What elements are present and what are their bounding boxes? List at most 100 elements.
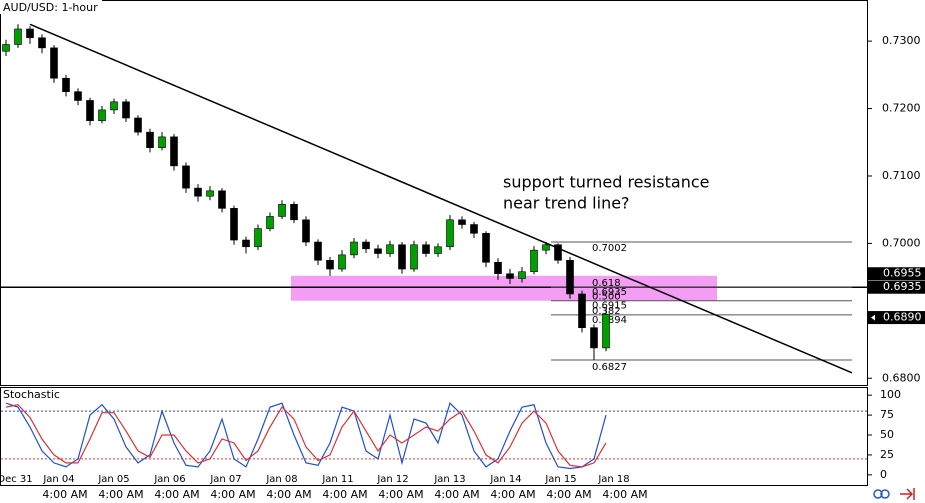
x-time-label: 4:00 AM — [98, 488, 143, 501]
candle-body — [170, 136, 178, 167]
candle-body — [38, 37, 46, 49]
candle-body — [554, 244, 562, 261]
stoch-line — [5, 402, 607, 470]
candle-body — [14, 28, 22, 45]
candle-body — [410, 244, 418, 270]
toolbar-icons[interactable] — [873, 488, 915, 500]
price-marker-label: 0.6935 — [883, 280, 922, 293]
candle-body — [362, 241, 370, 250]
candle-body — [50, 47, 58, 79]
candle-body — [206, 190, 214, 197]
candle-body — [302, 219, 310, 243]
candle-body — [242, 239, 250, 248]
candle-body — [194, 187, 202, 197]
x-date-label: Jan 11 — [321, 474, 353, 485]
fib-ratio: 0.618 — [592, 278, 621, 289]
fib-label: 0.7002 — [592, 243, 627, 254]
candle-body — [86, 100, 94, 121]
y-tick-label: 25 — [880, 448, 894, 461]
x-time-label: 4:00 AM — [434, 488, 479, 501]
candle-body — [542, 244, 550, 251]
stochastic-panel — [0, 387, 868, 486]
candle-body — [182, 165, 190, 189]
scroll-icon[interactable] — [900, 488, 915, 500]
y-tick-label: 0.7000 — [882, 236, 921, 249]
x-time-label: 4:00 AM — [322, 488, 367, 501]
x-time-label: 4:00 AM — [154, 488, 199, 501]
candle-body — [98, 109, 106, 121]
y-tick-label: 50 — [880, 428, 894, 441]
trend-line — [29, 23, 853, 374]
candle-body — [422, 244, 430, 254]
x-time-label: 4:00 AM — [210, 488, 255, 501]
annotation: support turned resistance — [503, 173, 710, 192]
candle-body — [134, 117, 142, 133]
candle-body — [434, 246, 442, 254]
candle-body — [482, 232, 490, 263]
candle-body — [506, 273, 514, 279]
candle-body — [446, 219, 454, 248]
candle-body — [578, 293, 586, 328]
candle-body — [26, 28, 34, 39]
candle-body — [314, 241, 322, 261]
candle-body — [530, 249, 538, 273]
fib-label: 0.6935 — [592, 287, 627, 298]
candle-body — [122, 101, 130, 119]
x-date-label: Jan 14 — [489, 474, 521, 485]
chart-title: AUD/USD: 1-hour — [3, 1, 98, 14]
price-marker-label: 0.6955 — [883, 267, 922, 280]
stochastic-title: Stochastic — [3, 388, 60, 401]
x-time-label: 4:00 AM — [42, 488, 87, 501]
link-icon[interactable] — [873, 489, 883, 499]
candle-body — [62, 77, 70, 92]
candle-body — [110, 101, 118, 111]
candle-body — [254, 228, 262, 248]
resistance-zone — [291, 275, 717, 301]
candle-body — [602, 313, 610, 349]
candle-body — [590, 327, 598, 349]
stoch-line — [5, 404, 607, 468]
y-tick-label: 75 — [880, 408, 894, 421]
candle-body — [374, 248, 382, 254]
candle-body — [494, 261, 502, 275]
y-tick-label: 0.7200 — [882, 102, 921, 115]
x-time-label: 4:00 AM — [546, 488, 591, 501]
candle-body — [146, 131, 154, 148]
title-bg — [0, 0, 102, 14]
price-arrow — [871, 314, 875, 321]
link-icon[interactable] — [880, 489, 890, 499]
x-time-label: 4:00 AM — [602, 488, 647, 501]
x-date-label: Jan 15 — [544, 474, 576, 485]
y-tick-label: 100 — [880, 388, 901, 401]
fib-label: 0.6827 — [592, 362, 627, 373]
candle-body — [458, 219, 466, 225]
candle-body — [326, 259, 334, 270]
candle-body — [518, 271, 526, 279]
candle-body — [566, 259, 574, 295]
price-marker — [868, 311, 925, 325]
price-panel — [0, 0, 868, 386]
price-marker-label: 0.6890 — [883, 311, 922, 324]
price-marker — [868, 267, 925, 281]
price-marker — [868, 280, 925, 294]
x-date-label: Jan 05 — [97, 474, 129, 485]
x-date-label: Jan 07 — [209, 474, 241, 485]
candle-body — [470, 224, 478, 234]
fib-ratio: 0.500 — [592, 292, 621, 303]
y-tick-label: 0 — [880, 468, 887, 481]
candle-body — [398, 244, 406, 270]
candle-body — [266, 216, 274, 229]
x-date-label: Jan 04 — [42, 474, 74, 485]
candle-body — [386, 244, 394, 254]
candle-body — [158, 136, 166, 148]
candle-body — [290, 203, 298, 221]
x-date-label: Dec 31 — [0, 474, 33, 485]
x-time-label: 4:00 AM — [378, 488, 423, 501]
x-date-label: Jan 06 — [153, 474, 185, 485]
x-time-label: 4:00 AM — [490, 488, 535, 501]
y-tick-label: 0.7300 — [882, 34, 921, 47]
x-date-label: Jan 13 — [433, 474, 465, 485]
stoch-title-bg — [1, 389, 55, 402]
